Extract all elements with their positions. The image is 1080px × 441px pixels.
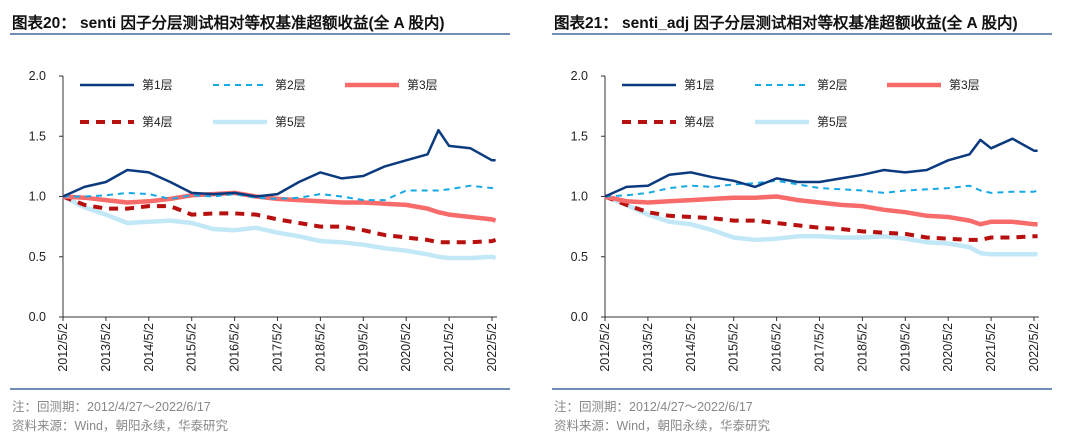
line-chart: 0.0 0.5 1.0 1.5 2.0 2012/5/2 2013/5/2 2014/5/2 2… — [571, 69, 1041, 372]
chart-title: 图表20： senti 因子分层测试相对等权基准超额收益(全 A 股内) — [12, 15, 445, 32]
x-tick-label: 2021/5/2 — [984, 323, 998, 372]
x-tick-label: 2017/5/2 — [813, 323, 827, 372]
series-line-第2层 — [63, 184, 497, 202]
series-line-第3层 — [62, 190, 497, 223]
title-divider — [10, 33, 510, 35]
legend-label: 第4层 — [684, 115, 715, 129]
x-tick-label: 2020/5/2 — [941, 323, 955, 372]
legend-label: 第1层 — [142, 78, 173, 92]
source-note: 资料来源：Wind，朝阳永续，华泰研究 — [12, 419, 228, 433]
x-tick-label: 2013/5/2 — [641, 323, 655, 372]
source-note: 资料来源：Wind，朝阳永续，华泰研究 — [554, 419, 770, 433]
x-tick-label: 2014/5/2 — [142, 323, 156, 372]
y-tick-label: 0.0 — [29, 310, 46, 324]
series-line-第1层 — [62, 128, 496, 198]
series-line-第1层 — [604, 137, 1038, 198]
legend-label: 第4层 — [142, 115, 173, 129]
x-tick-label: 2012/5/2 — [598, 323, 612, 372]
x-tick-label: 2015/5/2 — [185, 323, 199, 372]
y-tick-label: 1.0 — [29, 190, 46, 204]
x-tick-label: 2019/5/2 — [898, 323, 912, 372]
series-line-第5层 — [61, 194, 497, 261]
x-tick-label: 2012/5/2 — [56, 323, 70, 372]
footer-divider — [10, 388, 510, 390]
x-tick-label: 2021/5/2 — [442, 323, 456, 372]
series-line-第5层 — [604, 194, 1038, 257]
series-line-第2层 — [604, 179, 1038, 198]
backtest-note: 注：回测期：2012/4/27～2022/6/17 — [12, 400, 211, 414]
x-tick-label: 2020/5/2 — [399, 323, 413, 372]
y-tick-label: 0.0 — [571, 310, 588, 324]
footer-divider — [552, 388, 1052, 390]
legend-label: 第5层 — [275, 115, 306, 129]
x-tick-label: 2018/5/2 — [313, 323, 327, 372]
x-tick-label: 2022/5/2 — [1027, 323, 1041, 372]
chart-panel-20: 图表20： senti 因子分层测试相对等权基准超额收益(全 A 股内) 0.0… — [10, 15, 510, 433]
chart-panel-21: 图表21： senti_adj 因子分层测试相对等权基准超额收益(全 A 股内)… — [542, 0, 1080, 441]
legend-label: 第3层 — [949, 78, 980, 92]
legend-label: 第2层 — [817, 78, 848, 92]
x-tick-label: 2022/5/2 — [485, 323, 499, 372]
backtest-note: 注：回测期：2012/4/27～2022/6/17 — [554, 400, 753, 414]
x-tick-label: 2017/5/2 — [271, 323, 285, 372]
legend-label: 第3层 — [407, 78, 438, 92]
x-tick-label: 2016/5/2 — [770, 323, 784, 372]
x-tick-label: 2014/5/2 — [684, 323, 698, 372]
legend-label: 第5层 — [817, 115, 848, 129]
series-line-第4层 — [62, 194, 497, 245]
y-tick-label: 0.5 — [571, 250, 588, 264]
chart-title: 图表21： senti_adj 因子分层测试相对等权基准超额收益(全 A 股内) — [554, 15, 1018, 32]
legend-label: 第1层 — [684, 78, 715, 92]
title-divider — [552, 33, 1052, 35]
y-tick-label: 1.5 — [29, 129, 46, 143]
series-line-第3层 — [604, 194, 1038, 227]
legend-label: 第2层 — [275, 78, 306, 92]
series-line-第4层 — [604, 194, 1038, 242]
y-tick-label: 2.0 — [29, 69, 46, 83]
y-tick-label: 0.5 — [29, 250, 46, 264]
x-tick-label: 2016/5/2 — [228, 323, 242, 372]
y-tick-label: 2.0 — [571, 69, 588, 83]
x-tick-label: 2018/5/2 — [855, 323, 869, 372]
line-chart: 0.0 0.5 1.0 1.5 2.0 2012/5/2 2013/5/2 2014/5/2 2… — [29, 69, 499, 372]
x-tick-label: 2013/5/2 — [99, 323, 113, 372]
x-tick-label: 2019/5/2 — [356, 323, 370, 372]
y-tick-label: 1.0 — [571, 190, 588, 204]
y-tick-label: 1.5 — [571, 129, 588, 143]
x-tick-label: 2015/5/2 — [727, 323, 741, 372]
